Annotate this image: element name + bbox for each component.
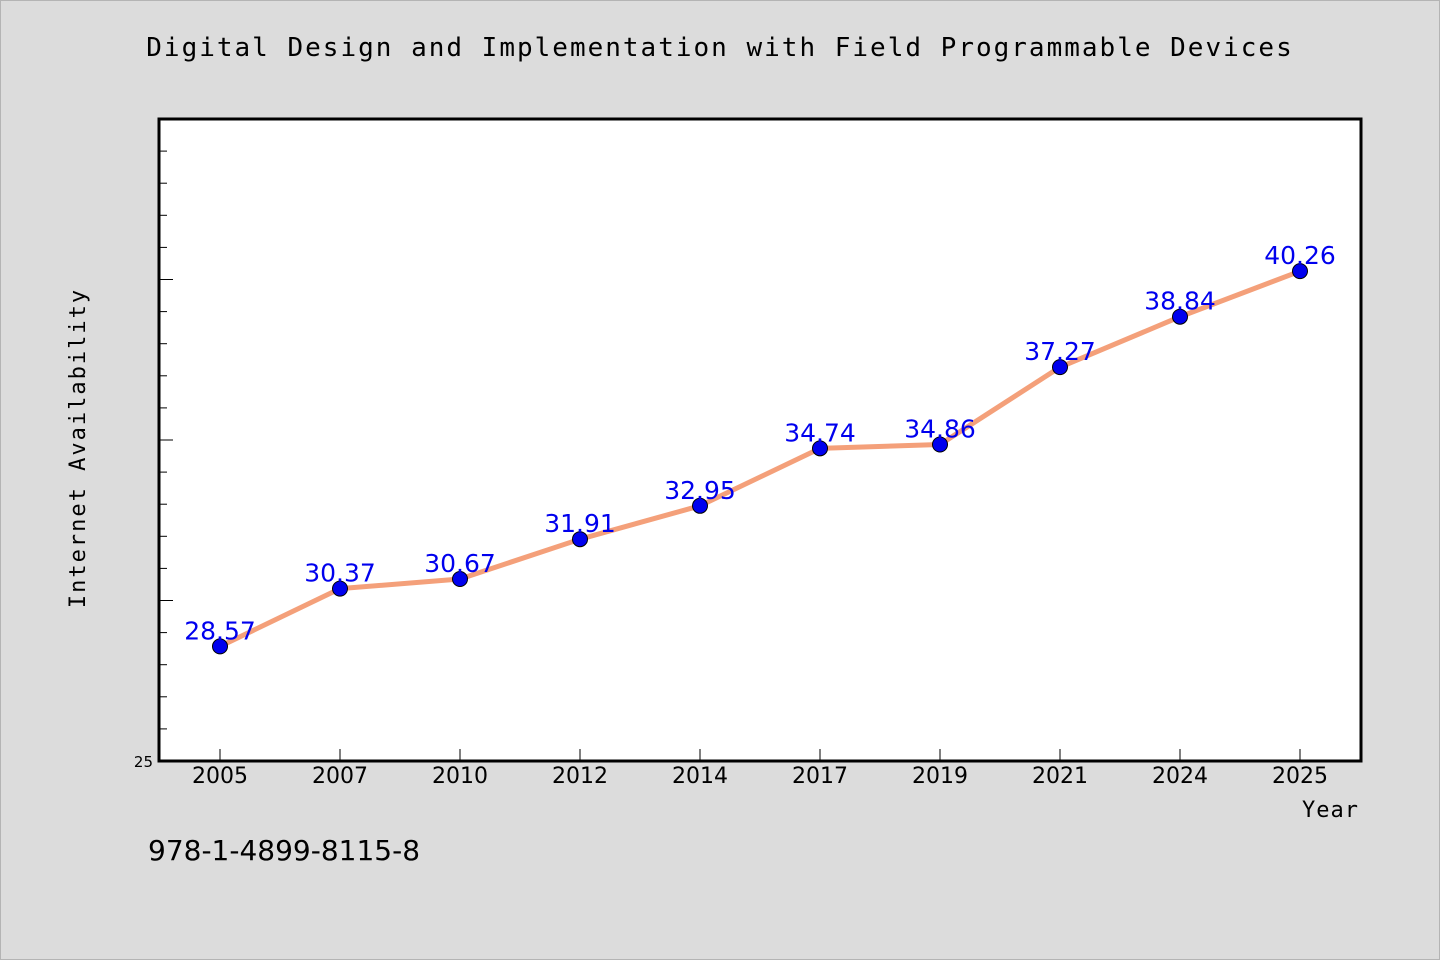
data-label: 34.86 [904, 414, 976, 443]
x-tick-label: 2024 [1152, 764, 1208, 789]
plot-area [157, 117, 1363, 763]
x-tick-label: 2012 [552, 764, 608, 789]
data-label: 38.84 [1144, 287, 1216, 316]
data-point [932, 436, 948, 453]
series-line [217, 268, 1303, 649]
data-point [572, 531, 588, 548]
data-labels-layer: 28.57 30.37 30.67 31.91 32.95 34.74 34.86 37.27… [184, 241, 1336, 645]
series-layer [212, 263, 1308, 655]
x-tick-label: 2014 [672, 764, 728, 789]
y-tick-label: 25 [134, 753, 153, 771]
x-tick-label: 2007 [312, 764, 368, 789]
data-point [1172, 308, 1188, 325]
data-label: 32.95 [664, 476, 736, 505]
data-label: 37.27 [1024, 337, 1096, 366]
data-point [452, 570, 468, 587]
data-point [212, 638, 228, 655]
x-tick-label: 2025 [1272, 764, 1328, 789]
data-label: 31.91 [544, 509, 616, 538]
x-axis-ticks: 2005 2007 2010 2012 2014 2017 2019 2021 2024 2025 [192, 749, 1328, 789]
data-point [692, 497, 708, 514]
x-tick-label: 2010 [432, 764, 488, 789]
x-tick-label: 2005 [192, 764, 248, 789]
data-label: 28.57 [184, 616, 256, 645]
x-axis-label: Year [1302, 798, 1359, 823]
x-tick-label: 2021 [1032, 764, 1088, 789]
data-point [812, 440, 828, 457]
data-label: 40.26 [1264, 241, 1336, 270]
chart-title: Digital Design and Implementation with F… [146, 33, 1294, 63]
x-tick-label: 2017 [792, 764, 848, 789]
y-axis-ticks: 25 [134, 150, 173, 771]
x-tick-label: 2019 [912, 764, 968, 789]
isbn-text: 978-1-4899-8115-8 [148, 834, 421, 867]
data-point [1052, 359, 1068, 376]
y-axis-label: Internet Availability [66, 288, 91, 608]
data-label: 30.67 [424, 549, 496, 578]
data-point [1292, 263, 1308, 280]
data-label: 30.37 [304, 559, 376, 588]
data-label: 34.74 [784, 418, 856, 447]
data-point [332, 580, 348, 597]
